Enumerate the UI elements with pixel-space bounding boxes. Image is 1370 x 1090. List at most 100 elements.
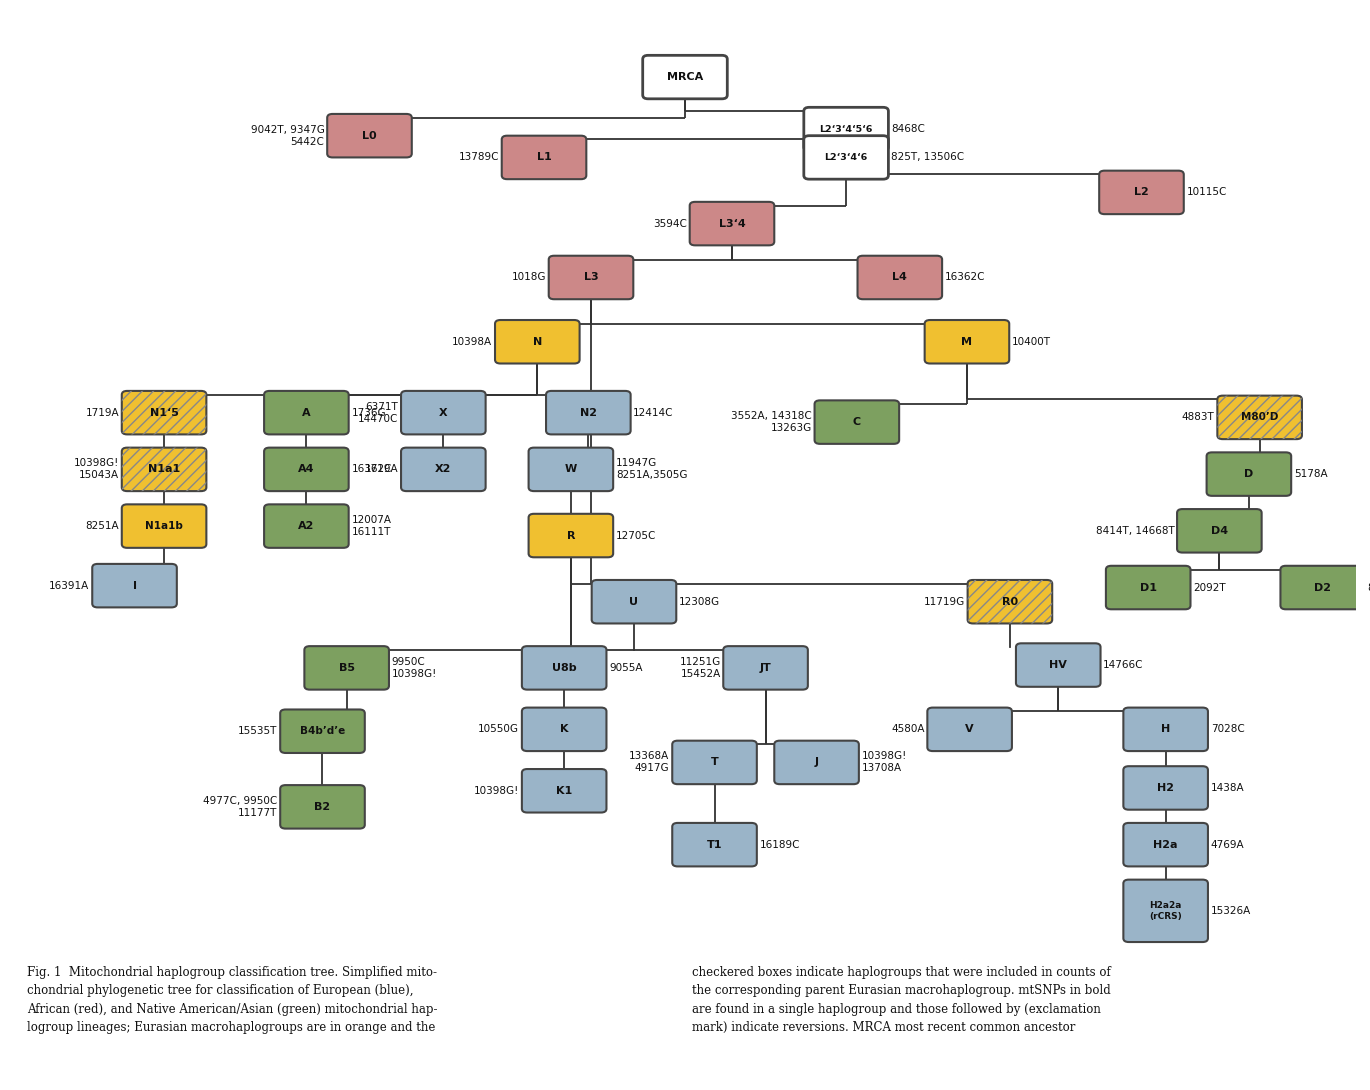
Text: 1438A: 1438A	[1211, 783, 1244, 792]
Text: H: H	[1160, 725, 1170, 735]
Text: L2‘3‘4‘5‘6: L2‘3‘4‘5‘6	[819, 124, 873, 134]
Text: N1a1b: N1a1b	[145, 521, 184, 531]
FancyBboxPatch shape	[1218, 396, 1302, 439]
Text: L3‘4: L3‘4	[719, 219, 745, 229]
FancyBboxPatch shape	[1123, 823, 1208, 867]
FancyBboxPatch shape	[1123, 707, 1208, 751]
Text: X2: X2	[436, 464, 452, 474]
FancyBboxPatch shape	[689, 202, 774, 245]
FancyBboxPatch shape	[804, 135, 888, 179]
Text: 14766C: 14766C	[1103, 661, 1144, 670]
Text: 11947G
8251A,3505G: 11947G 8251A,3505G	[616, 459, 688, 481]
FancyBboxPatch shape	[522, 646, 607, 690]
Text: 3594C: 3594C	[653, 219, 686, 229]
Text: Fig. 1  Mitochondrial haplogroup classification tree. Simplified mito-
chondrial: Fig. 1 Mitochondrial haplogroup classifi…	[27, 966, 437, 1034]
Text: L2‘3‘4‘6: L2‘3‘4‘6	[825, 153, 867, 162]
Text: 1719A: 1719A	[364, 464, 399, 474]
Text: R: R	[567, 531, 575, 541]
FancyBboxPatch shape	[401, 448, 485, 492]
FancyBboxPatch shape	[815, 400, 899, 444]
Text: L2: L2	[1134, 187, 1149, 197]
FancyBboxPatch shape	[1207, 452, 1291, 496]
Text: 10398G!: 10398G!	[474, 786, 519, 796]
Text: N1‘5: N1‘5	[149, 408, 178, 417]
Text: T1: T1	[707, 839, 722, 850]
Text: 4883T: 4883T	[1182, 412, 1215, 423]
Text: 7028C: 7028C	[1211, 725, 1244, 735]
Text: B4b’d’e: B4b’d’e	[300, 726, 345, 736]
Text: 12705C: 12705C	[616, 531, 656, 541]
FancyBboxPatch shape	[1177, 509, 1262, 553]
Text: 6371T
14470C: 6371T 14470C	[358, 401, 399, 424]
FancyBboxPatch shape	[547, 391, 630, 435]
FancyBboxPatch shape	[327, 114, 412, 157]
FancyBboxPatch shape	[1099, 171, 1184, 214]
FancyBboxPatch shape	[122, 391, 207, 435]
Text: N1a1: N1a1	[148, 464, 181, 474]
Text: 2092T: 2092T	[1193, 582, 1226, 593]
Text: 4977C, 9950C
11177T: 4977C, 9950C 11177T	[203, 796, 278, 818]
FancyBboxPatch shape	[1106, 566, 1191, 609]
Text: M80’D: M80’D	[1241, 412, 1278, 423]
Text: N: N	[533, 337, 543, 347]
FancyBboxPatch shape	[1281, 566, 1365, 609]
Text: V: V	[966, 725, 974, 735]
Text: 11719G: 11719G	[923, 596, 964, 607]
Text: A2: A2	[299, 521, 315, 531]
Text: checkered boxes indicate haplogroups that were included in counts of
the corresp: checkered boxes indicate haplogroups tha…	[692, 966, 1111, 1034]
Text: 8414T, 14668T: 8414T, 14668T	[1096, 525, 1174, 536]
FancyBboxPatch shape	[804, 107, 888, 150]
FancyBboxPatch shape	[264, 448, 349, 492]
FancyBboxPatch shape	[774, 741, 859, 784]
Text: R0: R0	[1001, 596, 1018, 607]
Text: L4: L4	[892, 272, 907, 282]
Text: 1719A: 1719A	[85, 408, 119, 417]
Text: 10398G!
15043A: 10398G! 15043A	[74, 459, 119, 481]
Text: H2a2a
(rCRS): H2a2a (rCRS)	[1149, 901, 1182, 921]
Text: 825T, 13506C: 825T, 13506C	[890, 153, 964, 162]
Text: MRCA: MRCA	[667, 72, 703, 82]
Text: B2: B2	[315, 802, 330, 812]
Text: W: W	[564, 464, 577, 474]
Text: 10550G: 10550G	[478, 725, 519, 735]
Text: 11251G
15452A: 11251G 15452A	[680, 657, 721, 679]
Text: J: J	[815, 758, 818, 767]
Text: D: D	[1244, 469, 1254, 480]
Text: U: U	[629, 596, 638, 607]
FancyBboxPatch shape	[1123, 766, 1208, 810]
FancyBboxPatch shape	[529, 513, 614, 557]
FancyBboxPatch shape	[927, 707, 1012, 751]
Text: 1018G: 1018G	[511, 272, 547, 282]
Text: D2: D2	[1314, 582, 1332, 593]
Text: L3: L3	[584, 272, 599, 282]
Text: 16391A: 16391A	[49, 581, 89, 591]
FancyBboxPatch shape	[643, 56, 727, 99]
FancyBboxPatch shape	[281, 710, 364, 753]
FancyBboxPatch shape	[1017, 643, 1100, 687]
Text: K: K	[560, 725, 569, 735]
Text: T: T	[711, 758, 718, 767]
FancyBboxPatch shape	[522, 707, 607, 751]
Text: L0: L0	[362, 131, 377, 141]
Text: M: M	[962, 337, 973, 347]
FancyBboxPatch shape	[529, 448, 614, 492]
Text: 3552A, 14318C
13263G: 3552A, 14318C 13263G	[732, 411, 812, 433]
Text: D1: D1	[1140, 582, 1156, 593]
FancyBboxPatch shape	[723, 646, 808, 690]
Text: 12308G: 12308G	[680, 596, 721, 607]
FancyBboxPatch shape	[264, 505, 349, 548]
Text: B5: B5	[338, 663, 355, 673]
Text: K1: K1	[556, 786, 573, 796]
FancyBboxPatch shape	[1123, 880, 1208, 942]
Text: 9950C
10398G!: 9950C 10398G!	[392, 657, 437, 679]
Text: D4: D4	[1211, 525, 1228, 536]
FancyBboxPatch shape	[122, 505, 207, 548]
FancyBboxPatch shape	[304, 646, 389, 690]
Text: 10400T: 10400T	[1012, 337, 1051, 347]
Text: 8468C: 8468C	[890, 124, 925, 134]
Text: A: A	[301, 408, 311, 417]
Text: C: C	[852, 417, 860, 427]
Text: 4580A: 4580A	[890, 725, 925, 735]
Text: 13368A
4917G: 13368A 4917G	[629, 751, 670, 774]
FancyBboxPatch shape	[858, 256, 943, 300]
